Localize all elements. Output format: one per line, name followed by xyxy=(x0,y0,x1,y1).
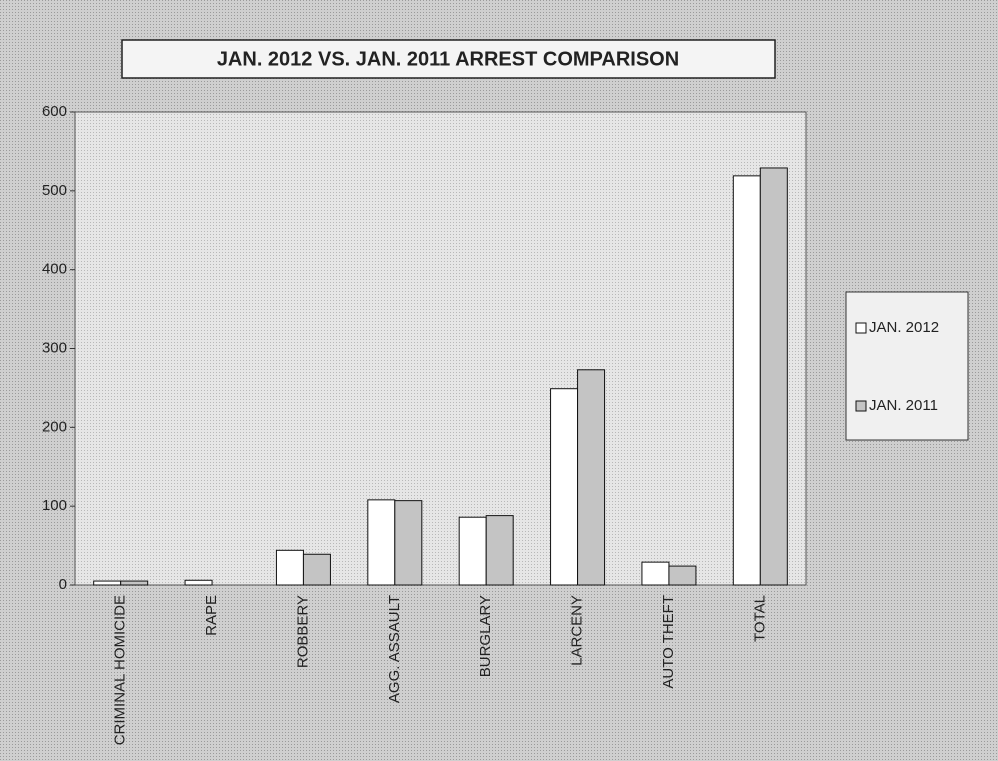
y-tick-label: 100 xyxy=(42,497,67,514)
bar xyxy=(367,499,396,586)
x-tick-label: AGG. ASSAULT xyxy=(386,595,403,703)
bar xyxy=(485,515,514,586)
bar xyxy=(120,580,149,586)
y-tick-label: 600 xyxy=(42,103,67,120)
legend-label: JAN. 2011 xyxy=(869,397,938,414)
bar xyxy=(759,167,788,586)
chart-title: JAN. 2012 VS. JAN. 2011 ARREST COMPARISO… xyxy=(217,48,679,70)
bar xyxy=(184,579,213,586)
y-tick-label: 500 xyxy=(42,182,67,199)
y-tick-label: 0 xyxy=(59,576,67,593)
legend-swatch xyxy=(855,322,867,334)
bar xyxy=(577,369,606,586)
x-tick-label: TOTAL xyxy=(751,595,768,642)
bar xyxy=(732,175,761,586)
legend-label: JAN. 2012 xyxy=(869,319,939,336)
bar xyxy=(93,580,122,586)
bar xyxy=(458,516,487,586)
x-tick-label: ROBBERY xyxy=(294,595,311,668)
bar xyxy=(550,388,579,586)
legend-swatch xyxy=(855,400,867,412)
y-tick-label: 300 xyxy=(42,339,67,356)
title-box xyxy=(121,39,776,79)
x-tick-label: LARCENY xyxy=(569,595,586,666)
x-tick-label: CRIMINAL HOMICIDE xyxy=(112,595,129,745)
y-tick-label: 200 xyxy=(42,418,67,435)
x-tick-label: AUTO THEFT xyxy=(660,595,677,689)
bar xyxy=(394,500,423,586)
bar xyxy=(668,565,697,586)
legend-box xyxy=(845,291,969,441)
bar xyxy=(302,553,331,586)
bar xyxy=(641,561,670,586)
y-tick-label: 400 xyxy=(42,261,67,278)
x-tick-label: BURGLARY xyxy=(477,595,494,677)
plot-area xyxy=(74,111,807,586)
bar xyxy=(275,549,304,586)
x-tick-label: RAPE xyxy=(203,595,220,636)
